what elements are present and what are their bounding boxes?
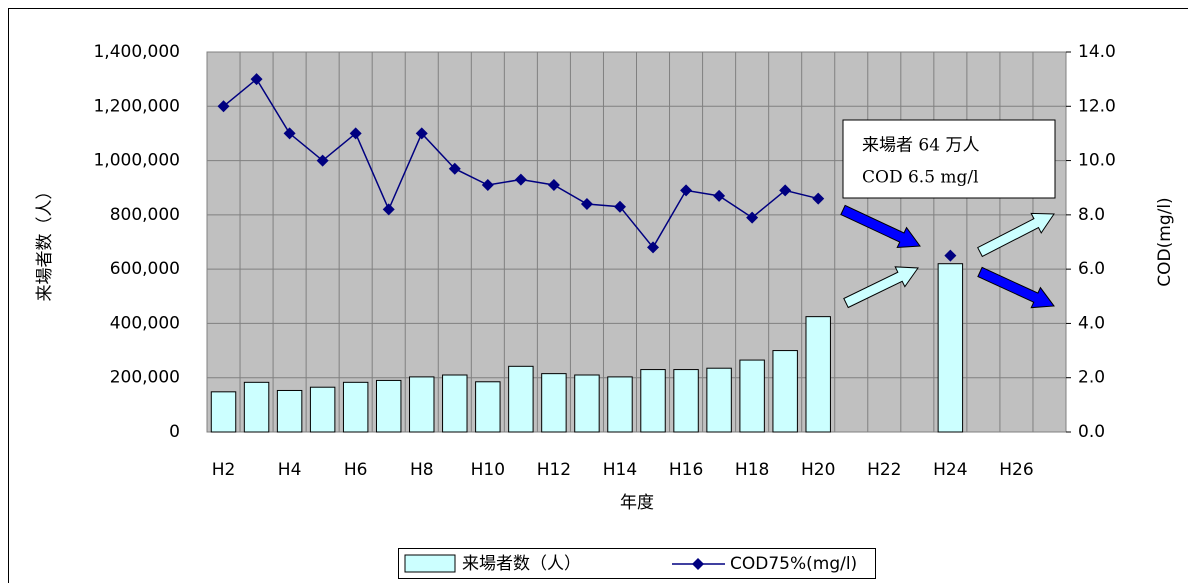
bar (706, 367, 732, 433)
marker (713, 189, 726, 202)
legend-label: COD75%(mg/l) (730, 554, 857, 574)
y2-tick-label: 6.0 (1078, 259, 1105, 279)
x-tick-label: H14 (603, 460, 637, 480)
y2-tick-label: 0.0 (1078, 422, 1105, 442)
marker (316, 154, 329, 167)
marker (283, 127, 296, 140)
marker (779, 184, 792, 197)
bar (375, 379, 402, 433)
arrow (977, 212, 1055, 258)
annotation: 来場者 64 万人 (862, 136, 979, 156)
x-tick-label: H4 (278, 460, 302, 480)
bar (739, 359, 765, 433)
y2-axis-title: COD(mg/l) (1155, 197, 1175, 286)
legend (398, 548, 876, 579)
y2-tick-label: 2.0 (1078, 368, 1105, 388)
bar (210, 391, 237, 433)
bar (805, 316, 831, 433)
x-tick-label: H22 (867, 460, 901, 480)
x-tick-label: H12 (537, 460, 571, 480)
x-axis-title: 年度 (620, 493, 654, 513)
legend-swatch (404, 554, 456, 573)
legend-label: 来場者数（人） (462, 554, 581, 574)
annotation: COD 6.5 mg/l (862, 168, 979, 188)
marker (349, 127, 362, 140)
x-tick-label: H6 (344, 460, 368, 480)
bar (276, 389, 303, 433)
bar (541, 373, 567, 433)
arrow (843, 266, 919, 309)
x-tick-label: H20 (801, 460, 835, 480)
bar (442, 374, 468, 433)
x-tick-label: H26 (999, 460, 1033, 480)
y-tick-label: 1,400,000 (93, 42, 180, 62)
marker (580, 198, 593, 210)
arrows (840, 204, 1055, 309)
bar (937, 263, 964, 433)
marker (481, 179, 494, 191)
marker (448, 162, 461, 175)
y2-tick-label: 4.0 (1078, 313, 1105, 333)
x-tick-label: H24 (933, 460, 967, 480)
y2-tick-label: 8.0 (1078, 205, 1105, 225)
y-tick-label: 600,000 (110, 259, 180, 279)
marker (382, 203, 395, 216)
y-axis-title: 来場者数（人） (35, 183, 55, 302)
x-tick-label: H16 (669, 460, 703, 480)
marker (415, 127, 428, 140)
marker (250, 73, 263, 86)
y-tick-label: 400,000 (110, 313, 180, 333)
marker (944, 249, 957, 262)
y-tick-label: 200,000 (110, 368, 180, 388)
y2-tick-label: 12.0 (1078, 96, 1116, 116)
legend-items: 来場者数（人） COD75%(mg/l) (404, 554, 857, 574)
y2-tick-label: 14.0 (1078, 42, 1116, 62)
marker (647, 241, 660, 254)
bar (574, 374, 600, 433)
marker (613, 200, 626, 213)
legend-swatch (692, 558, 704, 570)
y-tick-label: 800,000 (110, 205, 180, 225)
bar (243, 381, 270, 433)
marks (210, 73, 964, 433)
x-tick-label: H10 (471, 460, 505, 480)
marker (514, 173, 527, 186)
bar (607, 376, 633, 433)
bar (342, 381, 369, 433)
annotation-box (842, 119, 1056, 199)
marker (547, 179, 560, 191)
bar (409, 376, 435, 433)
y-tick-label: 1,000,000 (93, 151, 180, 171)
marker (680, 184, 693, 197)
y-tick-label: 1,200,000 (93, 96, 180, 116)
bar (309, 386, 336, 433)
bar (475, 381, 501, 433)
x-tick-label: H2 (212, 460, 236, 480)
arrow (977, 266, 1055, 309)
x-tick-label: H18 (735, 460, 769, 480)
marker (217, 100, 230, 113)
bar (772, 350, 798, 433)
x-tick-label: H8 (410, 460, 434, 480)
bar (508, 365, 534, 433)
marker (812, 192, 825, 205)
y2-tick-label: 10.0 (1078, 151, 1116, 171)
bar (640, 369, 666, 433)
marker (746, 211, 759, 224)
bar (673, 369, 699, 433)
arrow (840, 204, 921, 249)
y-tick-label: 0 (169, 422, 180, 442)
